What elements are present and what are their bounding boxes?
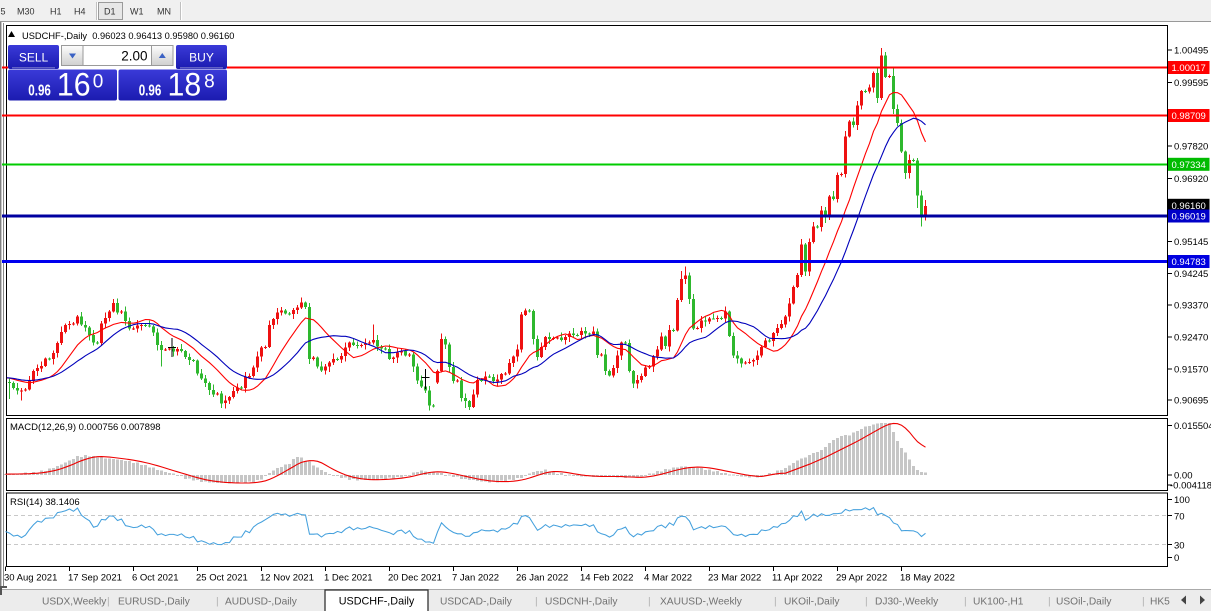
svg-text:USDCAD-,Daily: USDCAD-,Daily bbox=[440, 597, 513, 608]
svg-text:0.96: 0.96 bbox=[28, 83, 51, 100]
svg-text:7 Jan 2022: 7 Jan 2022 bbox=[452, 573, 499, 584]
svg-text:D1: D1 bbox=[104, 7, 116, 17]
svg-text:|: | bbox=[865, 597, 868, 608]
svg-text:USDX,Weekly: USDX,Weekly bbox=[42, 597, 107, 608]
svg-text:29 Apr 2022: 29 Apr 2022 bbox=[836, 573, 887, 584]
svg-text:0.96160: 0.96160 bbox=[1172, 201, 1206, 212]
svg-text:23 Mar 2022: 23 Mar 2022 bbox=[708, 573, 761, 584]
svg-text:0.97820: 0.97820 bbox=[1174, 142, 1208, 153]
svg-text:H4: H4 bbox=[74, 7, 86, 17]
svg-text:5: 5 bbox=[1, 7, 6, 17]
svg-text:-0.004118: -0.004118 bbox=[1170, 481, 1211, 492]
svg-text:H1: H1 bbox=[50, 7, 62, 17]
svg-text:|: | bbox=[535, 597, 538, 608]
svg-text:11 Apr 2022: 11 Apr 2022 bbox=[772, 573, 823, 584]
svg-text:USDCHF-,Daily 0.96023 0.96413: USDCHF-,Daily 0.96023 0.96413 0.95980 0.… bbox=[22, 31, 234, 41]
svg-text:UK100-,H1: UK100-,H1 bbox=[973, 597, 1024, 608]
svg-text:0.99595: 0.99595 bbox=[1174, 78, 1208, 89]
svg-text:0.90695: 0.90695 bbox=[1174, 395, 1208, 406]
svg-text:17 Sep 2021: 17 Sep 2021 bbox=[68, 573, 122, 584]
svg-text:AUDUSD-,Daily: AUDUSD-,Daily bbox=[225, 597, 298, 608]
svg-text:12 Nov 2021: 12 Nov 2021 bbox=[260, 573, 314, 584]
svg-text:USDCNH-,Daily: USDCNH-,Daily bbox=[545, 597, 618, 608]
svg-text:USOil-,Daily: USOil-,Daily bbox=[1056, 597, 1112, 608]
svg-text:0.98709: 0.98709 bbox=[1172, 111, 1206, 122]
svg-text:DJ30-,Weekly: DJ30-,Weekly bbox=[875, 597, 939, 608]
svg-text:1.00495: 1.00495 bbox=[1174, 46, 1208, 57]
svg-text:0.92470: 0.92470 bbox=[1174, 332, 1208, 343]
svg-text:0.00: 0.00 bbox=[1174, 471, 1193, 482]
svg-text:8: 8 bbox=[204, 72, 215, 93]
svg-text:25 Oct 2021: 25 Oct 2021 bbox=[196, 573, 248, 584]
svg-text:USDCHF-,Daily: USDCHF-,Daily bbox=[339, 596, 415, 608]
svg-text:26 Jan 2022: 26 Jan 2022 bbox=[516, 573, 568, 584]
svg-text:|: | bbox=[774, 597, 777, 608]
svg-text:18 May 2022: 18 May 2022 bbox=[900, 573, 955, 584]
svg-text:0.015504: 0.015504 bbox=[1174, 421, 1211, 432]
svg-text:0.94245: 0.94245 bbox=[1174, 269, 1208, 280]
svg-text:70: 70 bbox=[1174, 511, 1185, 522]
svg-text:1 Dec 2021: 1 Dec 2021 bbox=[324, 573, 373, 584]
svg-text:30: 30 bbox=[1174, 541, 1185, 552]
svg-text:0.91570: 0.91570 bbox=[1174, 365, 1208, 376]
svg-text:1.00017: 1.00017 bbox=[1172, 63, 1206, 74]
svg-text:6 Oct 2021: 6 Oct 2021 bbox=[132, 573, 178, 584]
svg-text:|: | bbox=[107, 597, 110, 608]
svg-text:M30: M30 bbox=[17, 7, 35, 17]
svg-text:MACD(12,26,9) 0.000756 0.00789: MACD(12,26,9) 0.000756 0.007898 bbox=[10, 422, 161, 433]
svg-text:16: 16 bbox=[57, 67, 91, 103]
svg-text:18: 18 bbox=[168, 67, 202, 103]
svg-text:UKOil-,Daily: UKOil-,Daily bbox=[784, 597, 840, 608]
svg-text:MN: MN bbox=[157, 7, 171, 17]
svg-text:30 Aug 2021: 30 Aug 2021 bbox=[4, 573, 57, 584]
svg-text:0.96920: 0.96920 bbox=[1174, 174, 1208, 185]
svg-text:20 Dec 2021: 20 Dec 2021 bbox=[388, 573, 442, 584]
svg-text:0.96019: 0.96019 bbox=[1172, 212, 1206, 223]
svg-text:0.97334: 0.97334 bbox=[1172, 160, 1206, 171]
svg-text:0.93370: 0.93370 bbox=[1174, 301, 1208, 312]
svg-text:14 Feb 2022: 14 Feb 2022 bbox=[580, 573, 633, 584]
svg-text:0: 0 bbox=[93, 72, 104, 93]
svg-text:100: 100 bbox=[1174, 495, 1190, 506]
svg-text:0.94783: 0.94783 bbox=[1172, 257, 1206, 268]
svg-text:|: | bbox=[964, 597, 967, 608]
svg-text:|: | bbox=[1048, 597, 1051, 608]
svg-text:4 Mar 2022: 4 Mar 2022 bbox=[644, 573, 692, 584]
svg-text:XAUUSD-,Weekly: XAUUSD-,Weekly bbox=[660, 597, 743, 608]
svg-text:HK5: HK5 bbox=[1150, 597, 1170, 608]
svg-text:0.95145: 0.95145 bbox=[1174, 237, 1208, 248]
svg-text:2.00: 2.00 bbox=[121, 49, 147, 64]
svg-text:W1: W1 bbox=[130, 7, 144, 17]
svg-text:0: 0 bbox=[1174, 553, 1179, 564]
svg-text:EURUSD-,Daily: EURUSD-,Daily bbox=[118, 597, 191, 608]
svg-text:BUY: BUY bbox=[189, 51, 214, 65]
svg-text:0.96: 0.96 bbox=[139, 83, 162, 100]
svg-text:RSI(14) 38.1406: RSI(14) 38.1406 bbox=[10, 497, 80, 508]
svg-text:|: | bbox=[1142, 597, 1145, 608]
svg-text:|: | bbox=[216, 597, 219, 608]
svg-text:SELL: SELL bbox=[19, 51, 49, 65]
svg-text:|: | bbox=[648, 597, 651, 608]
